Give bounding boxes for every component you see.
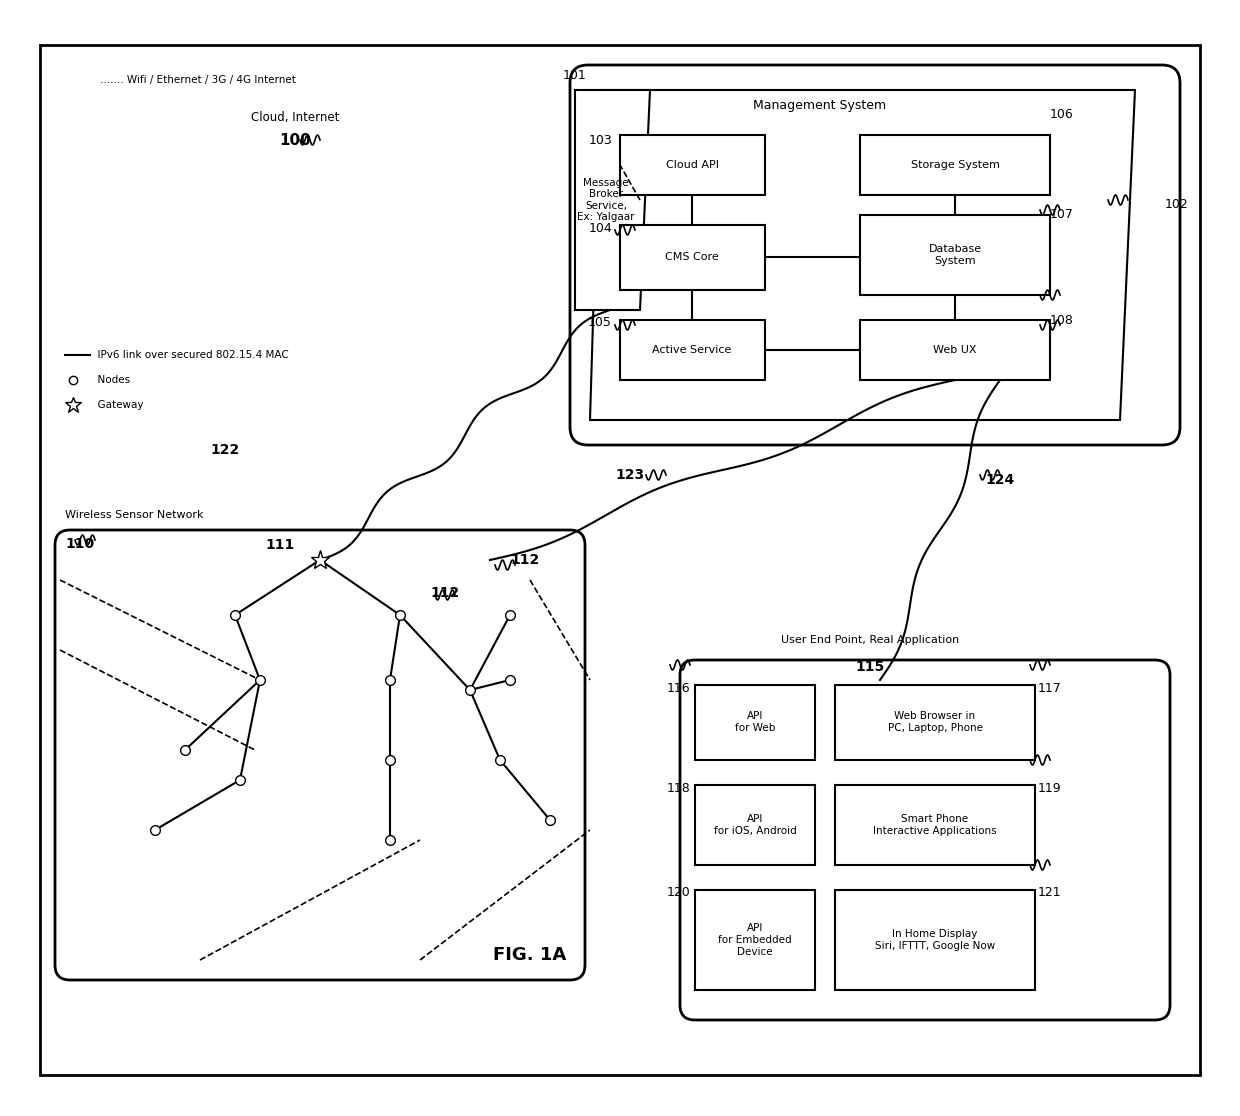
Text: 102: 102 (1166, 199, 1189, 212)
Text: Gateway: Gateway (91, 400, 144, 410)
Text: 112: 112 (510, 554, 539, 567)
Text: 106: 106 (1050, 108, 1074, 122)
Bar (620, 320, 765, 381)
Text: 115: 115 (856, 660, 884, 674)
Text: Cloud API: Cloud API (666, 160, 718, 170)
Text: 112: 112 (430, 586, 459, 600)
Text: IPv6 link over secured 802.15.4 MAC: IPv6 link over secured 802.15.4 MAC (91, 350, 289, 360)
Text: 101: 101 (563, 69, 587, 81)
Text: API
for Web: API for Web (735, 711, 775, 733)
Bar (620, 225, 765, 290)
Text: Smart Phone
Interactive Applications: Smart Phone Interactive Applications (873, 815, 997, 836)
Text: Cloud, Internet: Cloud, Internet (250, 112, 340, 125)
Text: Storage System: Storage System (910, 160, 999, 170)
Bar (861, 320, 1050, 381)
Bar (835, 889, 1035, 990)
Text: 123: 123 (615, 468, 645, 482)
Bar (835, 785, 1035, 865)
Text: Active Service: Active Service (652, 345, 732, 355)
Text: Nodes: Nodes (91, 375, 130, 385)
Text: Web UX: Web UX (934, 345, 977, 355)
Text: 124: 124 (986, 473, 1014, 487)
Text: In Home Display
Siri, IFTTT, Google Now: In Home Display Siri, IFTTT, Google Now (875, 930, 996, 951)
Text: Web Browser in
PC, Laptop, Phone: Web Browser in PC, Laptop, Phone (888, 711, 982, 733)
Text: CMS Core: CMS Core (665, 252, 719, 262)
Polygon shape (575, 90, 650, 310)
Bar (694, 685, 815, 760)
FancyBboxPatch shape (570, 65, 1180, 445)
Bar (694, 785, 815, 865)
Bar (835, 685, 1035, 760)
Text: 122: 122 (211, 443, 239, 456)
Text: 117: 117 (1038, 682, 1061, 694)
Text: 105: 105 (588, 316, 613, 328)
Bar (620, 135, 765, 195)
Bar (694, 889, 815, 990)
Bar (861, 215, 1050, 295)
Text: 118: 118 (666, 781, 689, 795)
Text: 120: 120 (666, 885, 689, 898)
Text: Message
Broker
Service,
Ex: Yalgaar: Message Broker Service, Ex: Yalgaar (578, 177, 635, 222)
Text: 116: 116 (666, 682, 689, 694)
Text: API
for Embedded
Device: API for Embedded Device (718, 923, 792, 956)
Text: 104: 104 (588, 221, 613, 234)
Text: 108: 108 (1050, 314, 1074, 327)
Text: FIG. 1A: FIG. 1A (494, 946, 567, 964)
Text: 121: 121 (1038, 885, 1061, 898)
FancyBboxPatch shape (55, 530, 585, 980)
Text: 110: 110 (64, 537, 94, 551)
Text: 119: 119 (1038, 781, 1061, 795)
Text: Management System: Management System (754, 98, 887, 112)
FancyBboxPatch shape (680, 660, 1171, 1020)
Text: ....... Wifi / Ethernet / 3G / 4G Internet: ....... Wifi / Ethernet / 3G / 4G Intern… (100, 75, 296, 85)
Text: Database
System: Database System (929, 244, 982, 266)
Text: 111: 111 (265, 538, 295, 552)
Text: 100: 100 (279, 133, 311, 148)
Text: 103: 103 (588, 134, 613, 146)
Text: 107: 107 (1050, 209, 1074, 221)
Text: API
for iOS, Android: API for iOS, Android (714, 815, 796, 836)
Bar (861, 135, 1050, 195)
Polygon shape (590, 90, 1135, 420)
Text: Wireless Sensor Network: Wireless Sensor Network (64, 510, 203, 520)
Text: User End Point, Real Application: User End Point, Real Application (781, 635, 959, 645)
